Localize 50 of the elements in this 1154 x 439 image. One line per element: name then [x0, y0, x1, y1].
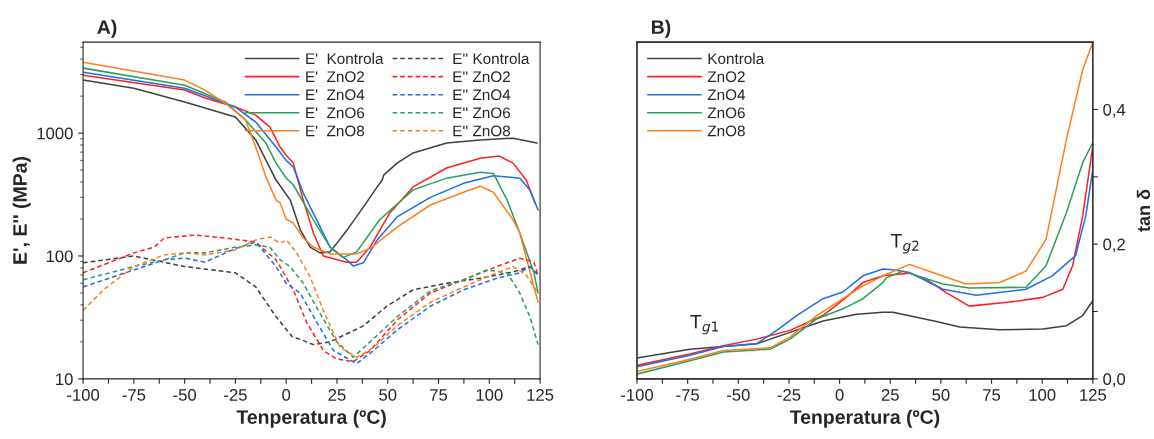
x-tick-label: 100	[476, 389, 503, 401]
x-tick-label: 100	[1029, 389, 1056, 401]
x-tick-label: 125	[1080, 389, 1107, 401]
x-tick-label: -75	[676, 389, 699, 401]
y-tick-label: 10	[56, 373, 73, 386]
legend-label: E' ZnO8	[306, 125, 365, 137]
y-tick-label: 100	[46, 250, 73, 263]
legend-label: E'' ZnO2	[453, 71, 510, 83]
x-tick-label: 75	[430, 389, 448, 401]
chart-title: A)	[97, 19, 117, 38]
legend-label: E'' ZnO4	[453, 89, 511, 101]
line-series	[637, 299, 1093, 359]
x-tick-label: -25	[224, 389, 247, 401]
x-tick-label: 25	[328, 389, 346, 401]
x-tick-label: 25	[881, 389, 899, 401]
x-tick-label: 0	[835, 389, 844, 401]
legend-label: E' ZnO2	[306, 71, 364, 83]
x-tick-label: -75	[122, 389, 146, 401]
x-tick-label: -100	[621, 389, 654, 401]
legend-label: E' ZnO6	[306, 107, 365, 119]
legend-label: E'' ZnO8	[453, 125, 511, 137]
x-axis-title: Tenperatura (ºC)	[236, 409, 386, 428]
legend-label: ZnO4	[707, 89, 746, 101]
x-tick-label: 50	[932, 389, 950, 401]
annotation: T$_{g1}$	[690, 314, 718, 335]
x-tick-label: 50	[379, 389, 397, 401]
legend-label: ZnO6	[707, 107, 745, 119]
y-axis-title: E', E'' (MPa)	[12, 156, 31, 264]
legend-label: ZnO8	[707, 125, 745, 137]
y2-tick-label: 0,2	[1103, 238, 1125, 253]
x-tick-label: 0	[282, 389, 291, 401]
legend-label: E' ZnO4	[306, 89, 365, 101]
legend-label: E' Kontrola	[306, 52, 384, 65]
x-tick-label: -50	[173, 389, 197, 401]
y2-tick-label: 0,4	[1103, 103, 1126, 118]
x-tick-label: 125	[527, 389, 554, 401]
y-tick-label: 1000	[37, 127, 73, 140]
legend-label: Kontrola	[708, 52, 765, 65]
y2-axis-title: tan δ	[1136, 189, 1151, 232]
y2-tick-label: 0,0	[1103, 373, 1126, 388]
x-tick-label: -25	[777, 389, 801, 401]
legend-label: ZnO2	[707, 71, 745, 83]
x-tick-label: 75	[983, 389, 1001, 401]
chart-title: B)	[651, 19, 671, 38]
legend-label: E'' Kontrola	[453, 52, 530, 65]
x-tick-label: -100	[67, 389, 100, 401]
x-tick-label: -50	[727, 389, 750, 401]
legend-label: E'' ZnO6	[453, 107, 511, 119]
annotation: T$_{g2}$	[890, 234, 919, 254]
x-axis-title: Tenperatura (ºC)	[789, 409, 940, 428]
